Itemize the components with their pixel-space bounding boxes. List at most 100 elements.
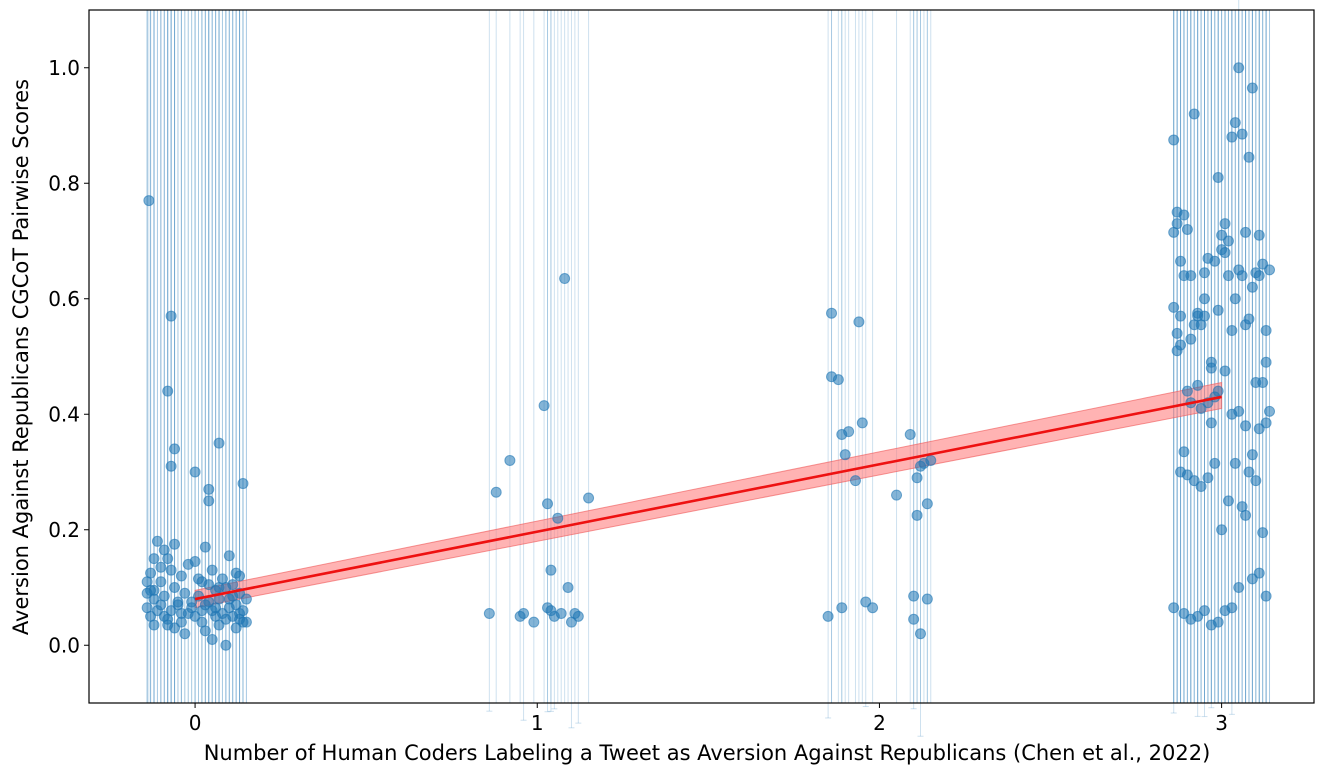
data-point xyxy=(1205,417,1217,429)
data-point xyxy=(832,374,844,386)
data-point xyxy=(189,466,201,478)
data-point xyxy=(169,443,181,455)
data-point xyxy=(908,613,920,625)
x-tick-label: 0 xyxy=(189,711,202,735)
data-point xyxy=(165,310,177,322)
data-point xyxy=(234,613,246,625)
data-point xyxy=(1212,616,1224,628)
data-point xyxy=(921,498,933,510)
data-point xyxy=(1240,226,1252,238)
error-bars xyxy=(144,0,1273,737)
data-point xyxy=(145,567,157,579)
data-point xyxy=(203,495,215,507)
data-point xyxy=(210,602,222,614)
data-point xyxy=(165,564,177,576)
data-point xyxy=(1212,171,1224,183)
data-point xyxy=(1229,293,1241,305)
data-point xyxy=(1202,472,1214,484)
data-point xyxy=(1233,62,1245,74)
data-point xyxy=(1199,310,1211,322)
data-point xyxy=(542,498,554,510)
data-point xyxy=(839,449,851,461)
data-point xyxy=(199,625,211,637)
data-point xyxy=(1246,449,1258,461)
data-point xyxy=(1199,267,1211,279)
data-point xyxy=(179,587,191,599)
data-point xyxy=(1171,218,1183,230)
data-point xyxy=(1246,82,1258,94)
data-point xyxy=(1253,229,1265,241)
data-point xyxy=(1226,325,1238,337)
data-point xyxy=(1257,527,1269,539)
data-point xyxy=(169,582,181,593)
data-point xyxy=(911,509,923,521)
data-point xyxy=(162,619,174,631)
data-point xyxy=(155,576,167,588)
data-point xyxy=(891,489,903,501)
data-point xyxy=(559,273,571,285)
y-tick-label: 0.8 xyxy=(48,171,80,195)
data-point xyxy=(206,564,218,576)
data-point xyxy=(1243,313,1255,325)
data-point xyxy=(1212,304,1224,316)
y-tick-label: 0.6 xyxy=(48,287,80,311)
data-point xyxy=(1212,385,1224,397)
data-point xyxy=(908,590,920,602)
data-point xyxy=(1168,602,1180,614)
points-layer xyxy=(141,62,1276,651)
data-point xyxy=(1188,319,1200,331)
data-point xyxy=(1171,327,1183,339)
data-point xyxy=(1260,325,1272,337)
data-point xyxy=(151,535,163,547)
data-point xyxy=(545,564,557,576)
data-point xyxy=(1175,255,1187,267)
data-point xyxy=(1222,495,1234,507)
data-point xyxy=(914,628,926,640)
x-axis-label: Number of Human Coders Labeling a Tweet … xyxy=(204,741,1211,765)
data-point xyxy=(1229,457,1241,469)
x-tick-label: 1 xyxy=(531,711,544,735)
data-point xyxy=(155,561,167,573)
data-point xyxy=(234,570,246,582)
data-point xyxy=(528,616,540,628)
data-point xyxy=(203,483,215,495)
data-point xyxy=(1240,420,1252,432)
data-point xyxy=(220,639,232,651)
data-point xyxy=(853,316,865,328)
data-point xyxy=(1253,567,1265,579)
data-point xyxy=(555,607,567,619)
y-tick-label: 1.0 xyxy=(48,56,80,80)
data-point xyxy=(189,556,201,568)
data-point xyxy=(143,195,155,207)
data-point xyxy=(1178,446,1190,458)
data-point xyxy=(518,607,530,619)
data-point xyxy=(925,454,937,466)
data-point xyxy=(148,553,160,565)
y-tick-label: 0.2 xyxy=(48,518,80,542)
data-point xyxy=(1171,345,1183,357)
data-point xyxy=(856,417,868,429)
data-point xyxy=(206,633,218,645)
data-point xyxy=(162,553,174,565)
data-point xyxy=(1222,235,1234,247)
data-point xyxy=(1253,270,1265,282)
data-point xyxy=(213,582,225,593)
data-point xyxy=(1236,128,1248,140)
data-point xyxy=(562,582,574,593)
data-point xyxy=(213,619,225,631)
data-point xyxy=(1168,301,1180,313)
data-point xyxy=(1192,379,1204,391)
data-point xyxy=(911,472,923,484)
data-point xyxy=(162,385,174,397)
x-axis-ticks: 0 1 2 3 xyxy=(189,703,1228,735)
data-point xyxy=(196,605,208,617)
data-point xyxy=(169,538,181,550)
data-point xyxy=(849,475,861,487)
data-point xyxy=(1264,405,1276,417)
data-point xyxy=(1185,613,1197,625)
data-point xyxy=(175,607,187,619)
plot-area-frame xyxy=(88,9,1315,704)
data-point xyxy=(1222,270,1234,282)
data-point xyxy=(1209,457,1221,469)
